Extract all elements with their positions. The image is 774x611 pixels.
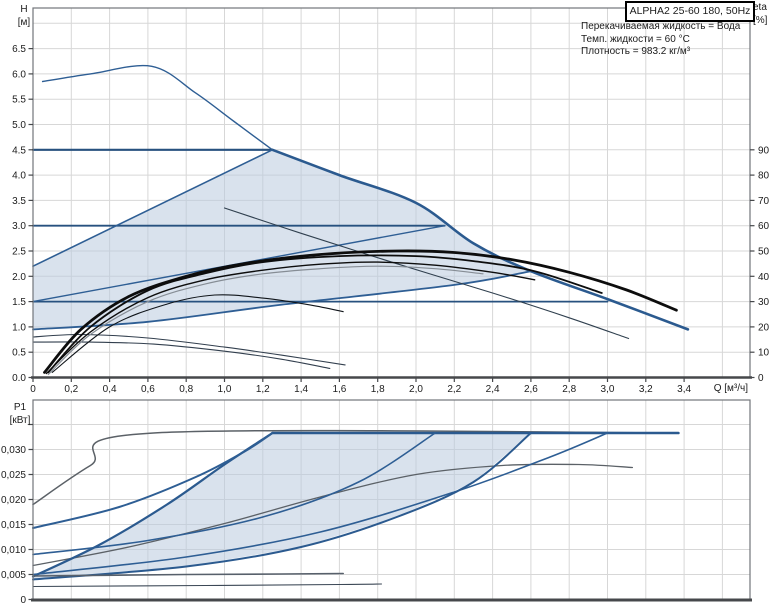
svg-text:10: 10: [758, 348, 770, 359]
svg-text:5.5: 5.5: [12, 95, 26, 106]
svg-text:0: 0: [758, 373, 764, 384]
prop-pressure-4.5: [32, 149, 274, 267]
svg-text:0,020: 0,020: [1, 495, 26, 506]
p1-axis-unit: [кВт]: [9, 415, 31, 426]
svg-text:0,005: 0,005: [1, 570, 26, 581]
p1-const-1.5: [32, 432, 609, 576]
svg-text:0.5: 0.5: [12, 348, 26, 359]
svg-text:2,6: 2,6: [524, 384, 538, 395]
svg-text:0,4: 0,4: [103, 384, 117, 395]
svg-text:60: 60: [758, 221, 770, 232]
p1-max-speed: [32, 463, 634, 567]
frames: [31, 7, 752, 602]
info-line-fluid: Перекачиваемая жидкость = Вода: [581, 21, 741, 32]
p1-lowest: [32, 583, 383, 588]
q-axis-label: Q [м³/ч]: [713, 383, 748, 394]
min-speed-curve-a: [32, 333, 346, 366]
p1-const-3.0: [32, 432, 436, 556]
svg-text:3.0: 3.0: [12, 221, 26, 232]
svg-text:2,8: 2,8: [562, 384, 576, 395]
svg-text:2,0: 2,0: [409, 384, 423, 395]
svg-text:4.5: 4.5: [12, 145, 26, 156]
min-speed-curve-b: [32, 341, 331, 369]
max-curve-lower: [271, 148, 690, 331]
eta-axis-symbol: eta: [753, 2, 767, 13]
power-flow-curves: [31, 429, 680, 588]
svg-text:0: 0: [30, 384, 36, 395]
svg-text:6.0: 6.0: [12, 69, 26, 80]
svg-text:30: 30: [758, 297, 770, 308]
svg-text:3,2: 3,2: [639, 384, 653, 395]
svg-text:4.0: 4.0: [12, 171, 26, 182]
svg-text:2.0: 2.0: [12, 272, 26, 283]
svg-text:70: 70: [758, 196, 770, 207]
p1-axis-symbol: P1: [13, 402, 27, 413]
prop-pressure-1.5: [32, 270, 532, 331]
svg-text:0,015: 0,015: [1, 520, 26, 531]
max-curve-upper: [41, 64, 274, 151]
svg-text:6.5: 6.5: [12, 44, 26, 55]
svg-text:0.0: 0.0: [12, 373, 26, 384]
efficiency-3: [45, 261, 536, 375]
p1-const-4.5: [32, 432, 274, 529]
svg-text:40: 40: [758, 272, 770, 283]
svg-text:3,4: 3,4: [677, 384, 691, 395]
svg-text:5.0: 5.0: [12, 120, 26, 131]
svg-text:2,4: 2,4: [486, 384, 500, 395]
svg-text:20: 20: [758, 322, 770, 333]
svg-text:2,2: 2,2: [447, 384, 461, 395]
h-axis-symbol: H: [20, 4, 28, 15]
info-line-temperature: Темп. жидкости = 60 °C: [581, 33, 690, 45]
svg-text:0,030: 0,030: [1, 445, 26, 456]
p1-range-lower: [32, 432, 532, 581]
svg-text:0,025: 0,025: [1, 470, 26, 481]
svg-text:0,2: 0,2: [64, 384, 78, 395]
efficiency-min-speed: [51, 294, 344, 373]
svg-text:1.5: 1.5: [12, 297, 26, 308]
svg-text:0: 0: [20, 595, 26, 606]
speed-curve-descending: [223, 207, 630, 340]
eta-axis-label: eta [%]: [753, 1, 774, 27]
svg-text:1,6: 1,6: [332, 384, 346, 395]
p1-axis-label: P1 [кВт]: [2, 401, 38, 427]
fluid-info-block: Перекачиваемая жидкость = Вода Темп. жид…: [581, 21, 751, 59]
svg-text:2.5: 2.5: [12, 247, 26, 258]
power-control-range: [33, 433, 531, 580]
svg-text:1,8: 1,8: [371, 384, 385, 395]
pump-model-title: ALPHA2 25-60 180, 50Hz: [625, 1, 755, 22]
h-axis-label: H [м]: [8, 3, 40, 29]
svg-text:80: 80: [758, 171, 770, 182]
p1-min-speed: [32, 572, 344, 577]
svg-text:3.5: 3.5: [12, 196, 26, 207]
h-axis-unit: [м]: [17, 17, 31, 28]
efficiency-grey: [47, 265, 484, 376]
efficiency-main: [43, 249, 678, 374]
head-flow-curves: [31, 64, 690, 376]
svg-text:1,0: 1,0: [218, 384, 232, 395]
svg-text:0,6: 0,6: [141, 384, 155, 395]
control-range-bands: [33, 149, 531, 580]
svg-text:90: 90: [758, 145, 770, 156]
eta-axis-unit: [%]: [753, 15, 768, 26]
svg-text:1,4: 1,4: [294, 384, 308, 395]
svg-text:1,2: 1,2: [256, 384, 270, 395]
svg-text:1.0: 1.0: [12, 322, 26, 333]
efficiency-2: [47, 254, 603, 374]
svg-text:3,0: 3,0: [601, 384, 615, 395]
svg-text:50: 50: [758, 247, 770, 258]
axis-ticks-and-labels: 0.0 0.5 1.0 1.5 2.0 2.5 3.0 3.5 4.0 4.5 5.0 5.5 6.0 6…: [1, 44, 770, 606]
info-line-density: Плотность = 983.2 кг/м³: [581, 46, 691, 57]
svg-text:0,010: 0,010: [1, 545, 26, 556]
svg-text:0,8: 0,8: [179, 384, 193, 395]
